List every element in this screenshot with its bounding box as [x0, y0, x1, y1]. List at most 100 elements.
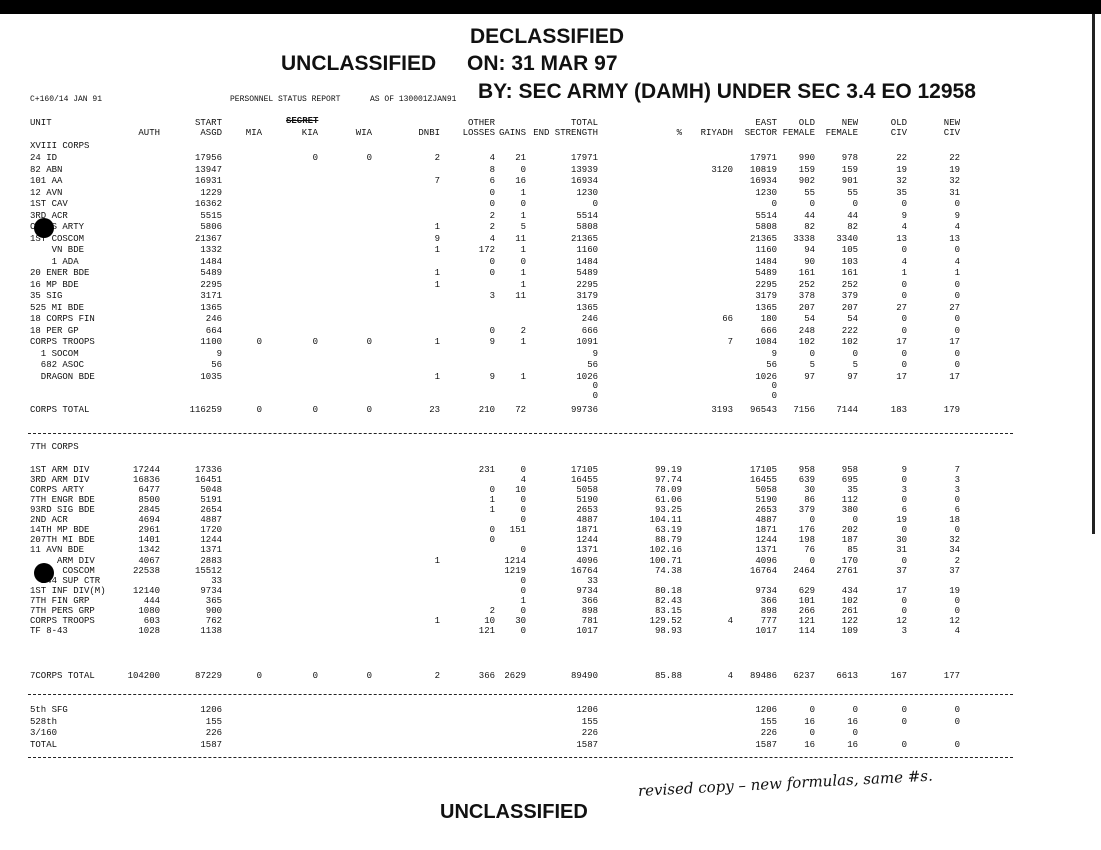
row-cell: 97.74 — [654, 475, 682, 486]
column-header: FEMALE — [825, 128, 858, 138]
row-cell: 4887 — [200, 515, 222, 526]
row-cell: 16455 — [749, 475, 777, 486]
row-cell: 0 — [520, 585, 526, 596]
row-cell: 9734 — [755, 585, 777, 596]
row-cell: 0 — [809, 199, 815, 209]
row-cell: 4 — [901, 222, 907, 232]
row-cell: 3179 — [755, 291, 777, 301]
row-cell: 12 — [896, 615, 907, 626]
row-cell: 901 — [841, 176, 858, 186]
row-label: TF 8-43 — [30, 625, 68, 636]
row-cell: 4887 — [576, 515, 598, 526]
row-cell: 8 — [489, 164, 495, 175]
row-cell: 1 — [434, 337, 440, 347]
total-row-cell: 0 — [312, 671, 318, 681]
row-cell: 0 — [489, 535, 495, 546]
row-cell: 159 — [841, 164, 858, 175]
row-cell: 1342 — [138, 545, 160, 556]
row-cell: 444 — [143, 595, 160, 606]
row-cell: 0 — [809, 515, 815, 526]
row-cell: 1 — [520, 245, 526, 255]
row-cell: 1484 — [200, 256, 222, 267]
row-label: 18 PER GP — [30, 325, 79, 336]
row-cell: 82.43 — [654, 595, 682, 606]
total-row-cell: 16 — [804, 740, 815, 750]
row-cell: 17956 — [194, 153, 222, 163]
row-label: 11 AVN BDE — [30, 545, 85, 556]
column-header: DNBI — [418, 128, 440, 138]
row-cell: 1206 — [200, 705, 222, 715]
total-row-cell: 72 — [515, 405, 526, 415]
row-cell: 12 — [949, 615, 960, 626]
row-cell: 2845 — [138, 505, 160, 516]
row-cell: 19 — [949, 585, 960, 596]
row-cell: 6 — [489, 176, 495, 186]
row-cell: 1080 — [138, 605, 160, 616]
row-cell: 121 — [478, 625, 495, 636]
row-cell: 83.15 — [654, 605, 682, 616]
row-cell: 3179 — [576, 291, 598, 301]
row-cell: 12140 — [132, 585, 160, 596]
row-cell: 3 — [901, 485, 907, 496]
column-header: CIV — [890, 128, 907, 138]
column-header: SECTOR — [744, 128, 777, 138]
separator — [28, 757, 1013, 758]
row-cell: 0 — [520, 505, 526, 516]
column-header: CIV — [943, 128, 960, 138]
row-cell: 0 — [256, 337, 262, 347]
row-cell: 0 — [954, 348, 960, 359]
row-cell: 0 — [954, 605, 960, 616]
row-label: COSCOM — [30, 565, 95, 576]
classification: UNCLASSIFIED — [281, 52, 437, 75]
row-cell: 978 — [841, 153, 858, 163]
row-cell: 2295 — [576, 279, 598, 290]
row-cell: 0 — [366, 153, 372, 163]
row-cell: 629 — [798, 585, 815, 596]
row-cell: 32 — [949, 176, 960, 186]
row-cell: 80.18 — [654, 585, 682, 596]
row-cell: 22538 — [132, 565, 160, 576]
row-cell: 0 — [489, 256, 495, 267]
row-cell: 104.11 — [649, 515, 682, 526]
row-cell: 6 — [901, 505, 907, 516]
row-cell: 4 — [901, 256, 907, 267]
row-cell: 5514 — [576, 210, 598, 221]
column-header: NEW — [943, 118, 960, 128]
row-cell: 0 — [901, 716, 907, 727]
row-cell: 17 — [896, 337, 907, 347]
column-header: LOSSES — [462, 128, 495, 138]
row-cell: 1160 — [576, 245, 598, 255]
row-cell: 9 — [489, 337, 495, 347]
row-cell: 0 — [520, 164, 526, 175]
row-cell: 5808 — [576, 222, 598, 232]
row-cell: 35 — [847, 485, 858, 496]
row-cell: 30 — [896, 535, 907, 546]
row-cell: 0 — [954, 199, 960, 209]
row-cell: 9734 — [576, 585, 598, 596]
row-cell: 0 — [954, 291, 960, 301]
column-header: MIA — [245, 128, 262, 138]
row-cell: 0 — [592, 199, 598, 209]
total-row-cell: 183 — [890, 405, 907, 415]
row-cell: 102 — [841, 595, 858, 606]
row-cell: 5515 — [200, 210, 222, 221]
row-cell: 56 — [211, 360, 222, 370]
row-cell: 5514 — [755, 210, 777, 221]
row-cell: 5 — [852, 360, 858, 370]
row-cell: 3171 — [200, 291, 222, 301]
row-cell: 3 — [954, 475, 960, 486]
row-cell: 0 — [852, 728, 858, 738]
row-label: 1ST ARM DIV — [30, 465, 90, 475]
row-cell: 16836 — [132, 475, 160, 486]
row-cell: 172 — [478, 245, 495, 255]
row-cell: 8500 — [138, 495, 160, 506]
scan-edge — [1092, 14, 1095, 534]
row-cell: 21365 — [570, 233, 598, 244]
row-cell: 19 — [896, 164, 907, 175]
row-cell: 10 — [484, 615, 495, 626]
row-cell: 990 — [798, 153, 815, 163]
row-cell: 11 — [515, 233, 526, 244]
row-cell: 6 — [954, 505, 960, 516]
row-cell: 2761 — [836, 565, 858, 576]
row-cell: 74.38 — [654, 565, 682, 576]
